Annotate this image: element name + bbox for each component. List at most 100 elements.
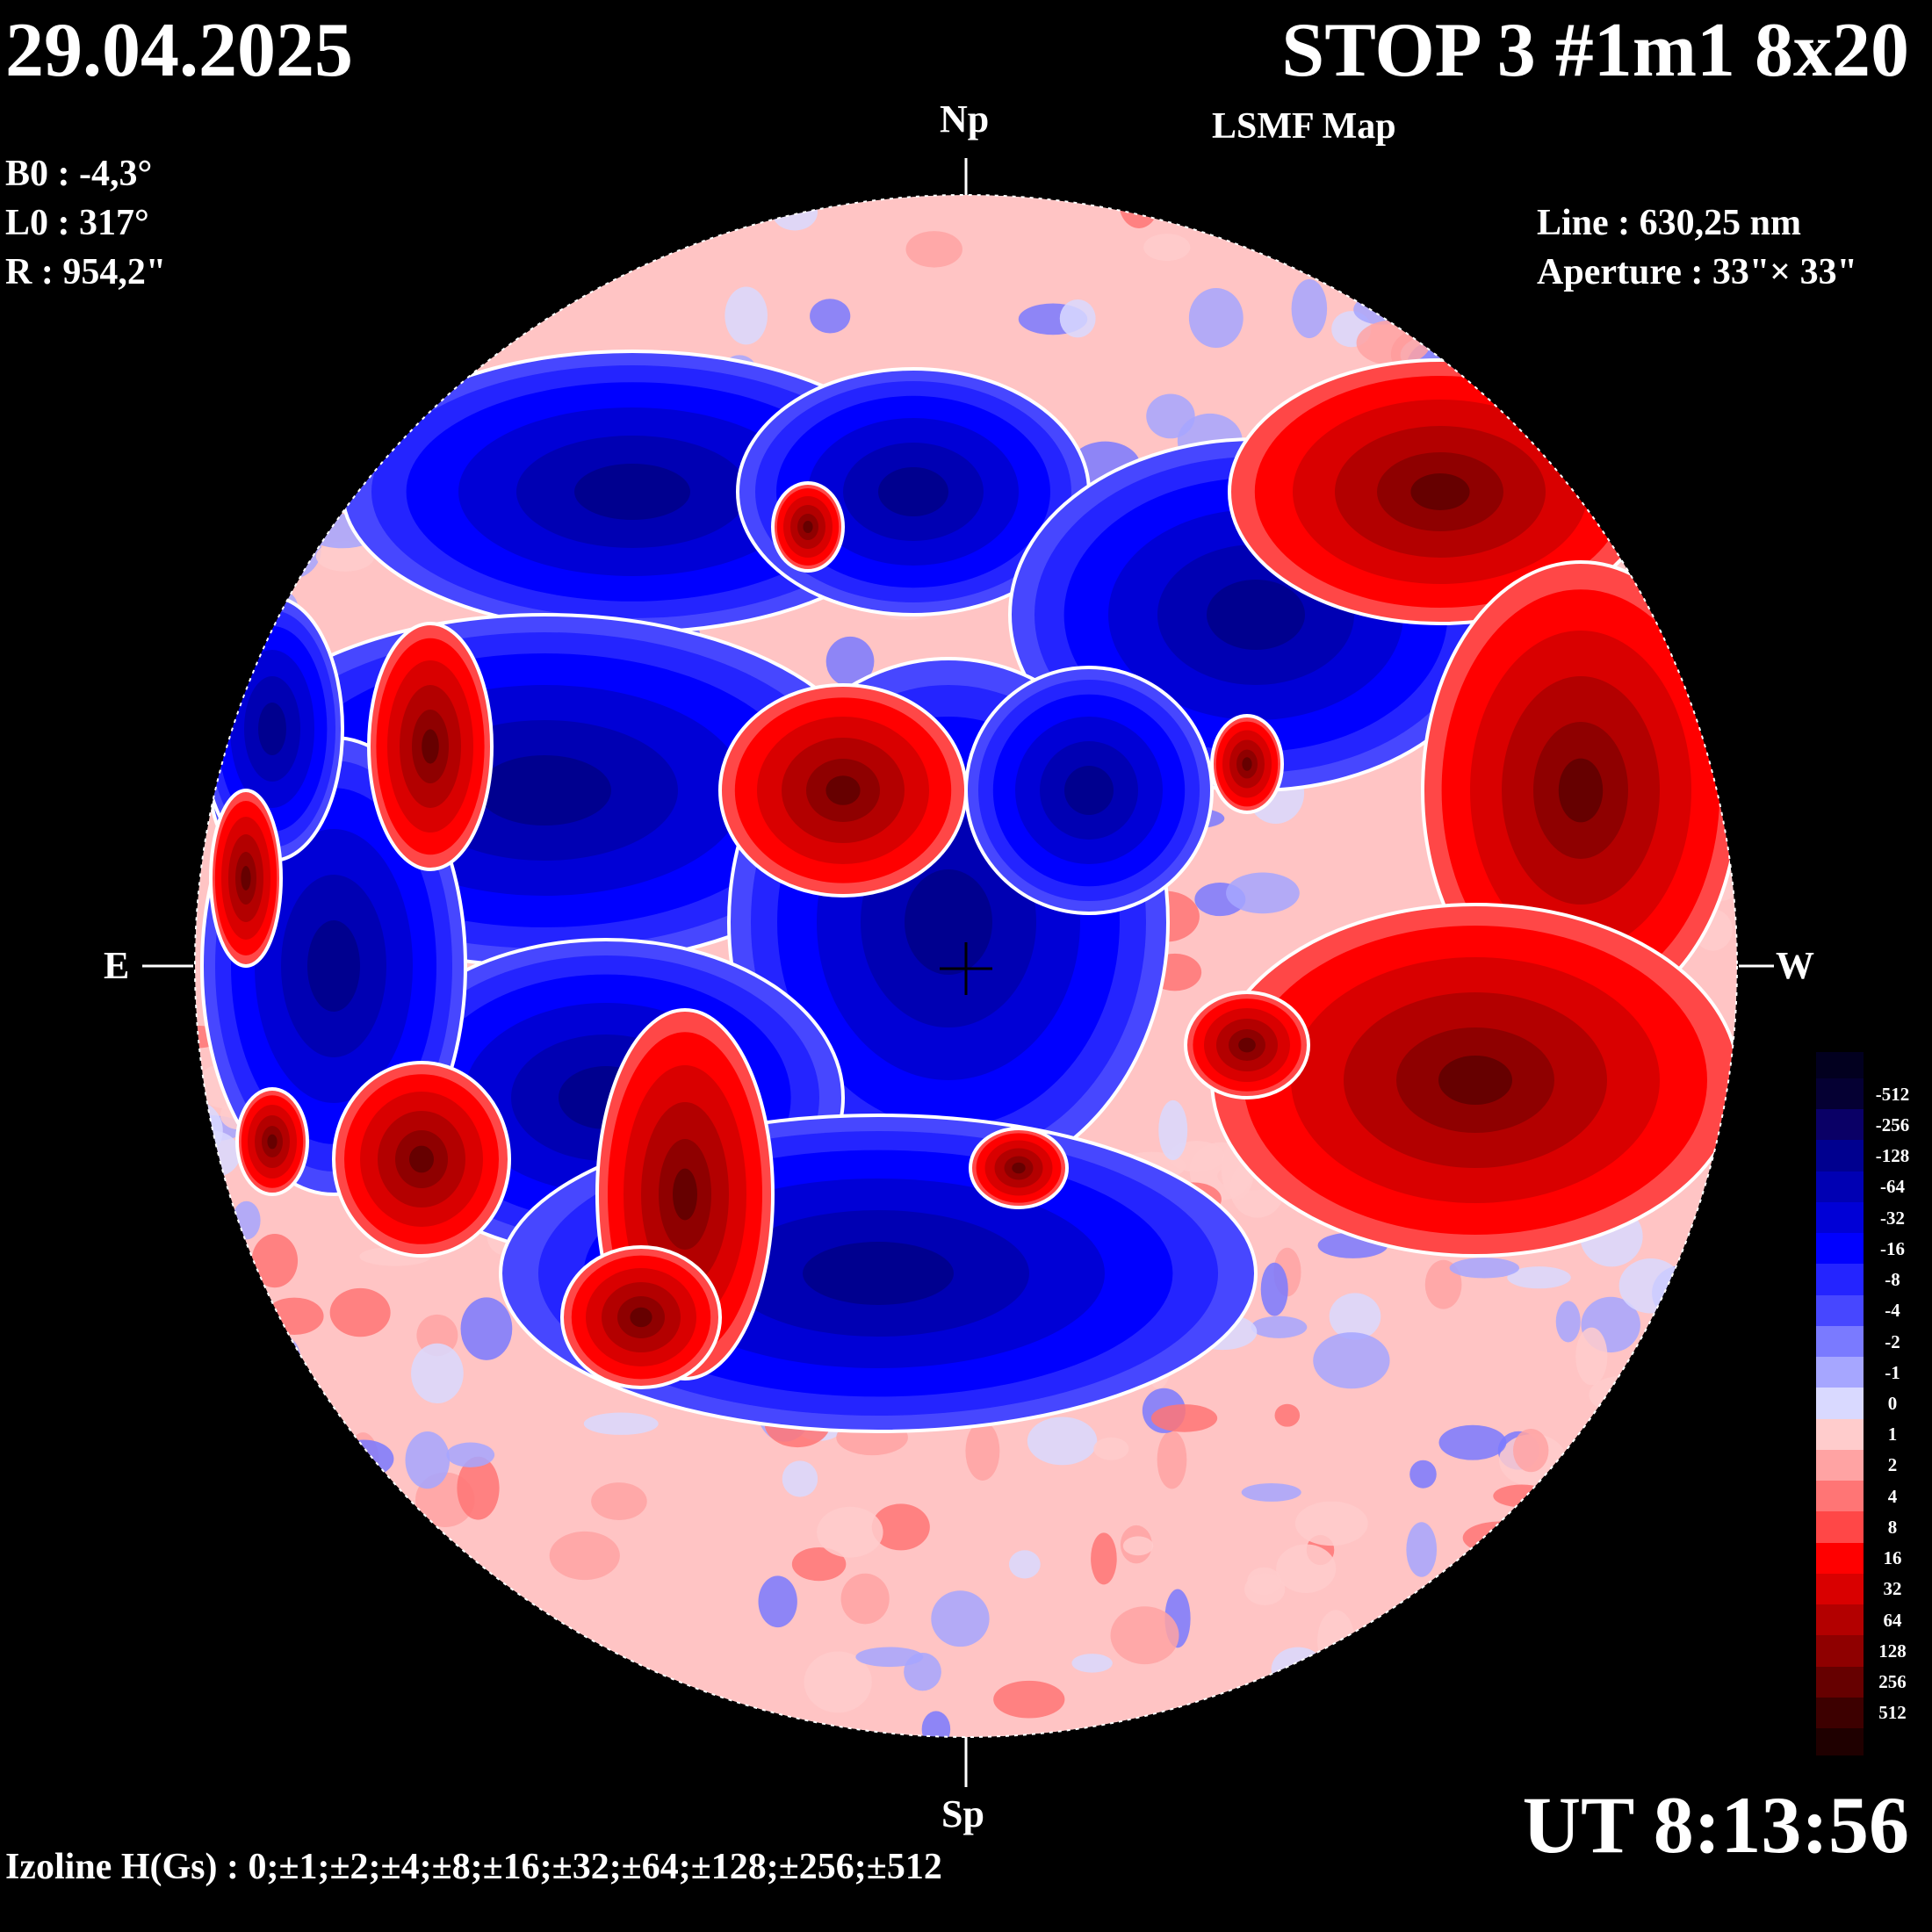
noise-blob	[1291, 195, 1334, 221]
noise-blob	[591, 1482, 647, 1520]
colorbar-label: -4	[1885, 1300, 1900, 1322]
noise-blob	[1071, 1654, 1113, 1673]
noise-blob	[436, 290, 477, 338]
red-region-ring	[1242, 757, 1252, 771]
east-label: E	[104, 944, 130, 987]
noise-blob	[817, 1506, 883, 1558]
noise-blob	[1668, 407, 1720, 454]
noise-blob	[239, 195, 308, 225]
noise-blob	[1641, 486, 1710, 548]
noise-blob	[629, 1719, 656, 1737]
noise-blob	[379, 364, 426, 385]
noise-blob	[871, 1503, 930, 1551]
noise-blob	[1512, 1429, 1549, 1473]
noise-blob	[195, 1121, 214, 1172]
colorbar-label: 0	[1887, 1393, 1898, 1414]
red-region-ring	[241, 866, 251, 890]
colorbar-swatch	[1816, 1511, 1864, 1544]
noise-blob	[1091, 1532, 1117, 1585]
colorbar-label: 32	[1883, 1578, 1902, 1600]
noise-blob	[195, 265, 241, 315]
disk-limb	[194, 194, 1738, 1738]
colorbar-swatch	[1816, 1264, 1864, 1296]
noise-blob	[398, 1717, 461, 1737]
noise-blob	[1721, 1710, 1737, 1737]
noise-blob	[1244, 1573, 1286, 1605]
noise-blob	[1158, 1099, 1188, 1161]
noise-blob	[457, 1456, 500, 1520]
noise-blob	[1694, 691, 1727, 732]
noise-blob	[1493, 1484, 1551, 1508]
noise-blob	[1550, 367, 1601, 386]
noise-blob	[931, 1590, 990, 1647]
noise-blob	[1696, 1415, 1731, 1478]
noise-blob	[1645, 1658, 1674, 1680]
noise-blob	[1487, 1701, 1562, 1737]
noise-blob	[1251, 1316, 1308, 1338]
noise-blob	[1226, 872, 1300, 914]
noise-blob	[1528, 1494, 1575, 1529]
noise-blob	[1649, 331, 1717, 367]
colorbar-label: -128	[1875, 1145, 1910, 1167]
colorbar-swatch	[1816, 1388, 1864, 1420]
noise-blob	[1486, 1559, 1516, 1592]
noise-blob	[488, 269, 534, 290]
noise-blob	[1413, 1698, 1471, 1737]
noise-blob	[1188, 287, 1244, 349]
map-subtitle: LSMF Map	[1212, 106, 1396, 147]
red-region-ring	[1438, 1056, 1512, 1105]
colorbar-label: -512	[1875, 1083, 1910, 1105]
param-r: R : 954,2"	[5, 252, 167, 292]
noise-blob	[1329, 1293, 1381, 1340]
red-region-ring	[409, 1145, 434, 1173]
colorbar-label: 1	[1887, 1424, 1898, 1445]
noise-blob	[195, 195, 223, 214]
spectral-line: Line : 630,25 nm	[1537, 203, 1802, 243]
noise-blob	[636, 1693, 714, 1737]
noise-blob	[212, 434, 278, 487]
noise-blob	[1575, 1327, 1608, 1386]
colorbar-label: -64	[1880, 1176, 1905, 1198]
noise-blob	[1502, 327, 1555, 364]
aperture: Aperture : 33"× 33"	[1537, 252, 1857, 292]
noise-blob	[1645, 1468, 1706, 1518]
noise-blob	[195, 1661, 235, 1712]
noise-blob	[1412, 195, 1476, 212]
red-region-ring	[630, 1307, 652, 1328]
noise-blob	[1449, 1258, 1520, 1279]
noise-blob	[1274, 1403, 1301, 1427]
blue-region-ring	[1207, 580, 1305, 650]
colorbar-swatch	[1816, 1140, 1864, 1172]
noise-blob	[351, 288, 429, 339]
noise-blob	[544, 1700, 617, 1737]
noise-blob	[234, 452, 290, 502]
blue-region-ring	[307, 920, 360, 1012]
noise-blob	[315, 541, 375, 572]
noise-blob	[1654, 1532, 1723, 1594]
noise-blob	[1643, 1568, 1710, 1611]
noise-blob	[195, 1130, 241, 1178]
noise-blob	[1507, 1266, 1571, 1289]
noise-blob	[855, 1647, 924, 1668]
noise-blob	[1437, 252, 1486, 296]
colorbar-label: 2	[1887, 1454, 1898, 1476]
blue-region-ring	[803, 1242, 954, 1305]
noise-blob	[1471, 301, 1513, 348]
noise-blob	[615, 1696, 651, 1727]
colorbar	[1816, 1052, 1864, 1755]
noise-blob	[1618, 1258, 1683, 1314]
colorbar-label: -32	[1880, 1207, 1905, 1229]
colorbar-swatch	[1816, 1201, 1864, 1235]
noise-blob	[1093, 1437, 1129, 1460]
noise-blob	[256, 1334, 301, 1384]
noise-blob	[1291, 278, 1328, 339]
noise-blob	[1241, 1482, 1301, 1502]
colorbar-label: -256	[1875, 1114, 1910, 1135]
izoline-legend: Izoline H(Gs) : 0;±1;±2;±4;±8;±16;±32;±6…	[5, 1847, 942, 1887]
noise-blob	[1009, 1550, 1041, 1579]
colorbar-cap-top	[1816, 1052, 1864, 1079]
noise-blob	[1157, 1431, 1187, 1489]
colorbar-cap-bottom	[1816, 1728, 1864, 1755]
noise-blob	[576, 239, 645, 277]
param-l0: L0 : 317°	[5, 203, 149, 243]
